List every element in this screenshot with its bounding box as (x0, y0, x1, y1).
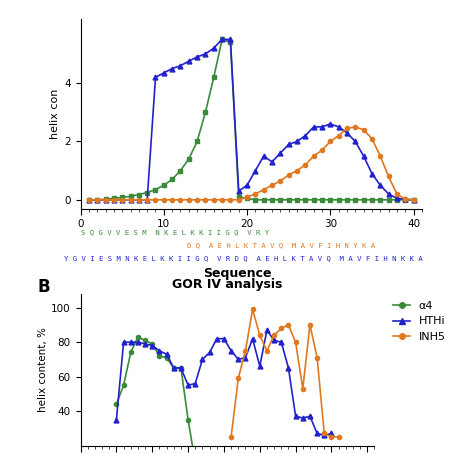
Y-axis label: helix con: helix con (50, 89, 60, 139)
Text: S Q G V V E S M  N K E L K K I I G Q  V R Y: S Q G V V E S M N K E L K K I I G Q V R … (81, 229, 269, 236)
Text: Y G V I E S M N K E L K K I I G Q  V R D Q  A E H L K T A V Q  M A V F I H N K K: Y G V I E S M N K E L K K I I G Q V R D … (64, 255, 423, 261)
Title: GOR IV analysis: GOR IV analysis (173, 278, 283, 292)
Legend: α4, HTHi, INH5: α4, HTHi, INH5 (389, 296, 450, 346)
Y-axis label: helix content, %: helix content, % (38, 327, 48, 412)
Text: Sequence: Sequence (203, 267, 271, 280)
Text: D Q  A E H L K T A V Q  M A V F I H N Y K A: D Q A E H L K T A V Q M A V F I H N Y K … (187, 242, 375, 248)
Text: B: B (38, 277, 51, 295)
